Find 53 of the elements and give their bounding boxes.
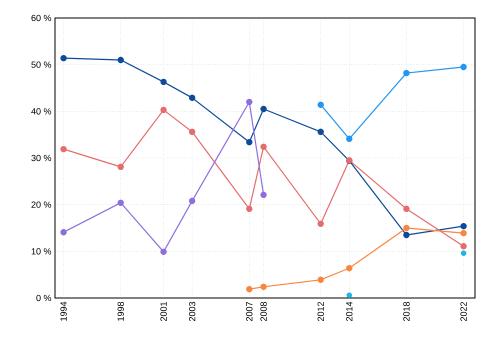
y-tick-label: 60 % <box>31 14 52 22</box>
point <box>403 224 410 232</box>
x-tick-label: 2022 <box>460 302 467 322</box>
x-tick-label: 2003 <box>188 302 196 322</box>
point <box>346 136 352 142</box>
point <box>260 106 267 112</box>
x-tick-label: 2007 <box>246 302 252 322</box>
x-tick-label: 1998 <box>118 302 124 321</box>
point <box>188 128 196 136</box>
point <box>403 70 410 76</box>
y-tick-label: 50 % <box>31 61 52 68</box>
point <box>460 250 466 256</box>
point <box>60 146 67 152</box>
point <box>246 206 252 212</box>
point <box>188 94 196 101</box>
x-tick-label: 2018 <box>403 302 410 322</box>
point <box>246 286 252 292</box>
y-tick-label: 10 % <box>32 248 52 255</box>
y-tick-label: 20 % <box>31 201 52 208</box>
x-tick-label: 2014 <box>346 302 352 322</box>
y-tick-label: 40 % <box>31 108 52 115</box>
point <box>160 106 167 114</box>
y-tick-label: 0 % <box>36 294 52 302</box>
point <box>403 232 410 238</box>
point <box>260 144 267 150</box>
point <box>403 206 410 212</box>
x-tick-label: 2008 <box>260 302 267 322</box>
x-tick-label: 2001 <box>160 302 167 322</box>
point <box>260 192 267 198</box>
point <box>460 243 467 250</box>
point <box>246 138 252 146</box>
point <box>118 164 124 170</box>
point <box>318 276 324 283</box>
point <box>160 248 167 255</box>
point <box>318 128 324 136</box>
point <box>260 284 267 290</box>
point <box>460 222 467 230</box>
point <box>346 264 352 272</box>
point <box>246 98 252 106</box>
point <box>460 64 467 70</box>
point <box>118 200 124 206</box>
point <box>160 78 167 86</box>
point <box>60 54 67 62</box>
x-tick-label: 1994 <box>60 302 67 321</box>
point <box>318 102 324 108</box>
y-tick-label: 30 % <box>31 154 52 162</box>
point <box>346 292 352 298</box>
point <box>118 56 124 64</box>
point <box>460 230 467 236</box>
point <box>60 229 67 236</box>
x-tick-label: 2012 <box>318 302 324 322</box>
point <box>188 198 196 204</box>
point <box>318 220 324 227</box>
